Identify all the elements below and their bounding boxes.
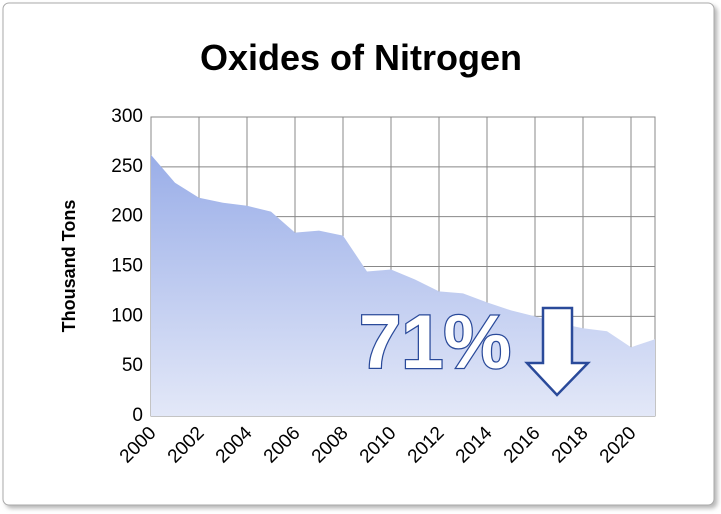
y-tick-label: 50 [122, 355, 143, 376]
y-tick-label: 0 [132, 405, 143, 426]
down-arrow [524, 306, 591, 397]
y-tick-label: 250 [111, 156, 143, 177]
y-tick-label: 300 [111, 106, 143, 127]
y-tick-label: 150 [111, 256, 143, 277]
frame [2, 2, 715, 506]
y-tick-label: 100 [111, 305, 143, 326]
annotation: 71% [359, 300, 511, 385]
y-axis-label: Thousand Tons [59, 200, 79, 333]
y-tick-label: 200 [111, 206, 143, 227]
chart-title: Oxides of Nitrogen [200, 37, 522, 78]
area [151, 154, 655, 416]
